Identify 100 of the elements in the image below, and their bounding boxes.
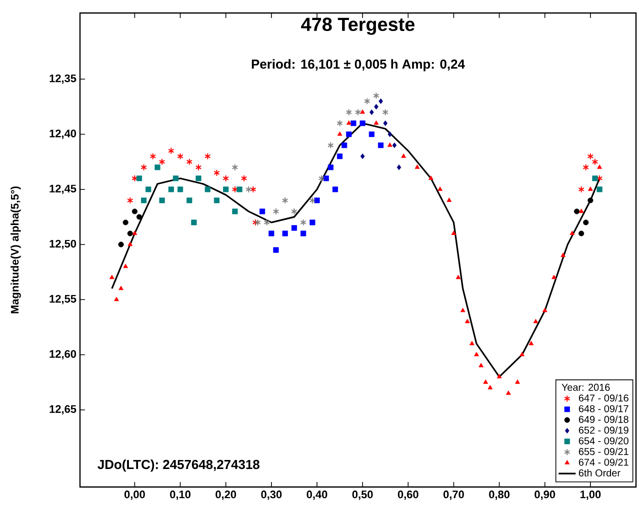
point (332, 186, 338, 192)
chart-title: 478 Tergeste (301, 18, 415, 35)
point (360, 109, 366, 114)
point (346, 120, 352, 125)
point (232, 208, 238, 214)
point (360, 120, 366, 126)
point (469, 340, 474, 346)
point (588, 198, 594, 204)
x-tick-label: 0,90 (534, 490, 556, 500)
point (254, 218, 261, 226)
legend-label: 648 - 09/17 (578, 404, 628, 412)
point (204, 186, 210, 192)
point (360, 154, 365, 160)
point (582, 164, 589, 171)
point (214, 198, 220, 204)
annotation: JDo(LTC): 2457648,274318 (98, 460, 260, 472)
point (578, 208, 584, 213)
point (291, 208, 298, 215)
text: Period: 16,101 ± 0,005 h Amp: 0,24 (252, 59, 465, 72)
legend-label: 649 - 09/18 (578, 416, 628, 423)
x-tick-label: 1,00 (580, 490, 601, 500)
x-tick-label: 0,40 (306, 490, 328, 500)
point (446, 198, 452, 202)
point (478, 362, 484, 368)
x-tick-label: 0,80 (489, 490, 510, 500)
point (597, 164, 602, 169)
point (252, 218, 259, 226)
point (337, 131, 342, 136)
point (346, 131, 352, 138)
legend-label: 652 - 09/19 (578, 426, 628, 434)
legend-label: 654 - 09/20 (578, 437, 628, 444)
point (300, 230, 306, 236)
point (583, 220, 589, 226)
point (191, 220, 197, 226)
point (136, 214, 142, 220)
point (336, 120, 343, 127)
point (382, 108, 388, 116)
point (533, 318, 538, 324)
point (574, 208, 580, 214)
y-tick-label: 12,50 (50, 240, 76, 250)
point (246, 186, 252, 193)
point (232, 164, 238, 171)
legend-label: 674 - 09/21 (578, 458, 628, 466)
point (177, 186, 184, 192)
point (136, 176, 142, 182)
point (528, 340, 534, 346)
point (273, 247, 279, 253)
point (154, 164, 160, 170)
point (168, 186, 174, 192)
legend-title: Year: 2016 (562, 384, 610, 391)
point (223, 186, 229, 192)
point (300, 218, 306, 226)
point (240, 174, 248, 182)
point (222, 174, 229, 182)
point (282, 230, 288, 236)
point (354, 108, 362, 116)
point (378, 98, 383, 104)
point (515, 379, 520, 384)
point (392, 142, 397, 148)
point (596, 186, 602, 192)
point (396, 164, 402, 170)
point (291, 225, 297, 231)
point (438, 186, 442, 191)
point (141, 198, 147, 204)
point (364, 98, 370, 105)
point (456, 274, 461, 280)
point (374, 120, 379, 125)
point (118, 242, 124, 248)
point (159, 198, 165, 204)
point (250, 186, 256, 193)
point (236, 186, 242, 192)
point (310, 220, 316, 226)
point (474, 352, 479, 356)
point (214, 169, 220, 176)
point (496, 374, 502, 378)
point (542, 308, 548, 312)
y-tick-label: 12,35 (50, 74, 76, 84)
point (578, 230, 584, 236)
point (464, 318, 470, 324)
point (132, 208, 138, 214)
point (350, 120, 356, 126)
point (560, 252, 566, 258)
x-tick-label: 0,70 (443, 490, 464, 500)
legend-label: 655 - 09/21 (578, 448, 628, 456)
point (268, 230, 274, 236)
point (196, 176, 202, 182)
x-tick-label: 0,20 (216, 490, 236, 500)
point (127, 230, 133, 236)
point (336, 154, 343, 160)
point (588, 186, 593, 191)
point (314, 198, 320, 204)
legend-label: 647 - 09/16 (578, 394, 628, 402)
y-tick-label: 12,40 (50, 130, 76, 139)
point (177, 152, 184, 160)
point (323, 176, 329, 182)
point (368, 131, 374, 138)
y-tick-label: 12,65 (50, 405, 76, 415)
point (122, 220, 128, 226)
point (158, 158, 166, 166)
x-tick-label: 0,50 (352, 490, 373, 500)
